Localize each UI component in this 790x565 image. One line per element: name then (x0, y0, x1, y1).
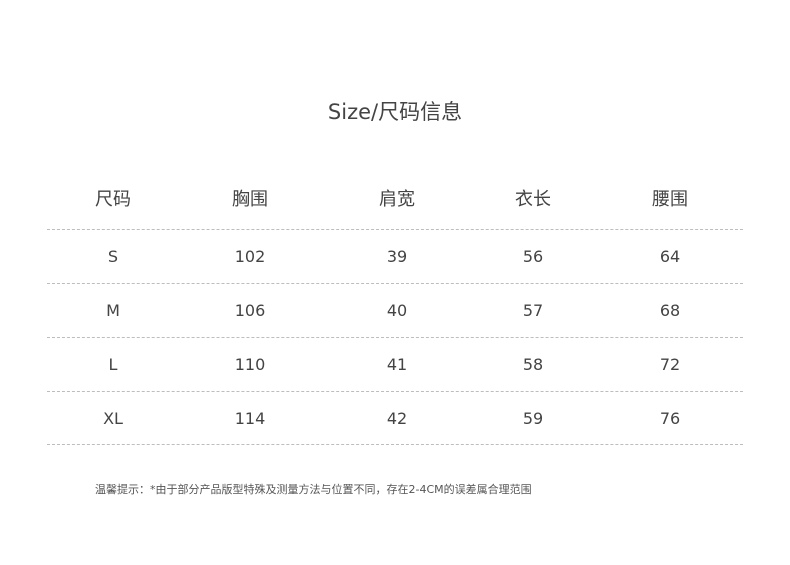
row-divider (47, 229, 743, 230)
table-cell: 58 (522, 355, 544, 374)
row-divider (47, 337, 743, 338)
table-cell: 110 (234, 355, 266, 374)
table-cell: 41 (386, 355, 408, 374)
table-header: 尺码 胸围 肩宽 衣长 腰围 (47, 173, 743, 227)
table-cell: 102 (234, 247, 266, 266)
row-divider (47, 283, 743, 284)
table-cell: 39 (386, 247, 408, 266)
table-cell: 114 (234, 409, 266, 428)
table-cell: M (106, 301, 120, 320)
table-cell: L (108, 355, 118, 374)
page-title: Size/尺码信息 (327, 100, 463, 124)
table-cell: XL (103, 409, 123, 428)
table-cell: 42 (386, 409, 408, 428)
table-cell: 59 (522, 409, 544, 428)
table-cell: S (107, 247, 119, 266)
table-cell: 40 (386, 301, 408, 320)
table-cell: 64 (659, 247, 681, 266)
column-header: 肩宽 (379, 189, 415, 210)
table-cell: 76 (659, 409, 681, 428)
table-row: L 110 41 58 72 (47, 338, 743, 392)
table-row: S 102 39 56 64 (47, 230, 743, 284)
column-header: 腰围 (652, 189, 688, 210)
row-divider (47, 391, 743, 392)
table-cell: 68 (659, 301, 681, 320)
footnote: 温馨提示：*由于部分产品版型特殊及测量方法与位置不同，存在2-4CM的误差属合理… (95, 483, 532, 496)
table-cell: 72 (659, 355, 681, 374)
table-cell: 56 (522, 247, 544, 266)
column-header: 胸围 (232, 189, 268, 210)
column-header: 尺码 (95, 189, 131, 210)
table-cell: 57 (522, 301, 544, 320)
table-row: XL 114 42 59 76 (47, 392, 743, 446)
table-row: M 106 40 57 68 (47, 284, 743, 338)
row-divider (47, 444, 743, 445)
table-cell: 106 (234, 301, 266, 320)
column-header: 衣长 (515, 189, 551, 210)
